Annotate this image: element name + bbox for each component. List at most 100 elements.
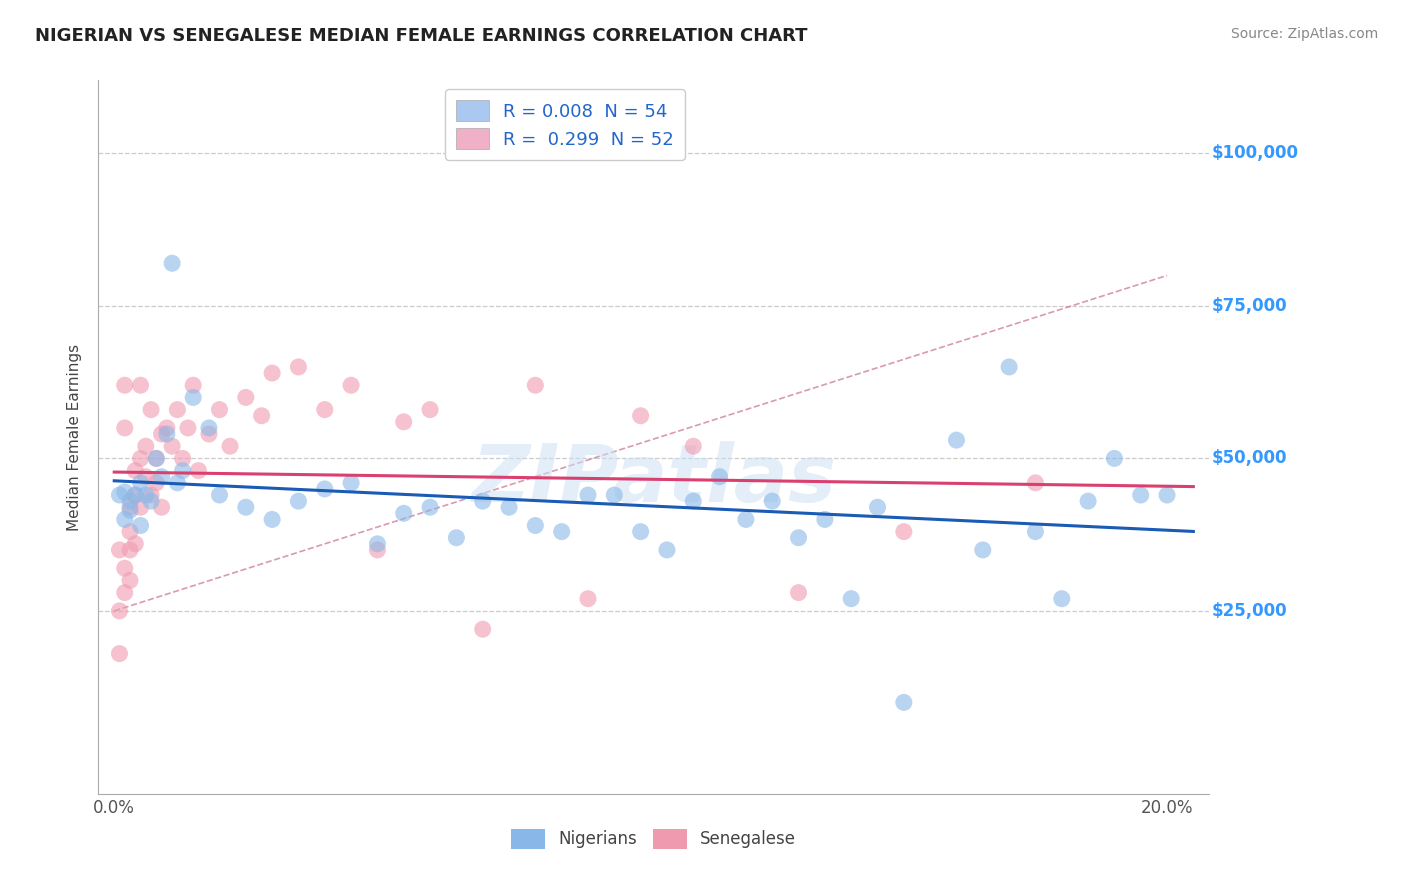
Point: [314, 402, 336, 417]
Point: [139, 402, 162, 417]
Text: NIGERIAN VS SENEGALESE MEDIAN FEMALE EARNINGS CORRELATION CHART: NIGERIAN VS SENEGALESE MEDIAN FEMALE EAR…: [35, 27, 807, 45]
Point: [208, 488, 231, 502]
Point: [392, 506, 415, 520]
Point: [262, 512, 284, 526]
Point: [761, 494, 783, 508]
Point: [709, 469, 731, 483]
Point: [839, 591, 862, 606]
Point: [108, 647, 131, 661]
Point: [787, 531, 810, 545]
Point: [524, 378, 547, 392]
Text: $25,000: $25,000: [1212, 602, 1286, 620]
Point: [129, 451, 152, 466]
Point: [998, 359, 1021, 374]
Point: [108, 604, 131, 618]
Text: ZIPatlas: ZIPatlas: [471, 441, 837, 519]
Point: [576, 591, 599, 606]
Point: [250, 409, 273, 423]
Point: [108, 542, 131, 557]
Point: [1024, 524, 1046, 539]
Point: [145, 451, 167, 466]
Point: [172, 451, 194, 466]
Point: [129, 378, 152, 392]
Point: [160, 256, 183, 270]
Point: [419, 402, 441, 417]
Point: [287, 494, 309, 508]
Point: [945, 433, 967, 447]
Text: $100,000: $100,000: [1212, 145, 1298, 162]
Point: [139, 488, 162, 502]
Point: [124, 488, 146, 502]
Point: [172, 464, 194, 478]
Point: [1129, 488, 1152, 502]
Point: [118, 524, 141, 539]
Point: [156, 421, 179, 435]
Point: [524, 518, 547, 533]
Point: [156, 427, 179, 442]
Point: [1050, 591, 1073, 606]
Point: [392, 415, 415, 429]
Point: [340, 378, 363, 392]
Point: [129, 500, 152, 515]
Point: [145, 451, 167, 466]
Point: [735, 512, 758, 526]
Point: [1156, 488, 1178, 502]
Point: [787, 585, 810, 599]
Point: [124, 537, 146, 551]
Point: [114, 378, 136, 392]
Point: [498, 500, 520, 515]
Point: [181, 391, 204, 405]
Point: [208, 402, 231, 417]
Point: [446, 531, 468, 545]
Point: [181, 378, 204, 392]
Text: Source: ZipAtlas.com: Source: ZipAtlas.com: [1230, 27, 1378, 41]
Text: $75,000: $75,000: [1212, 297, 1286, 315]
Point: [235, 391, 257, 405]
Point: [114, 585, 136, 599]
Point: [129, 475, 152, 490]
Point: [118, 494, 141, 508]
Point: [114, 561, 136, 575]
Point: [118, 574, 141, 588]
Point: [576, 488, 599, 502]
Point: [814, 512, 837, 526]
Point: [366, 537, 388, 551]
Point: [1024, 475, 1046, 490]
Point: [893, 695, 915, 709]
Point: [177, 421, 200, 435]
Point: [135, 469, 157, 483]
Point: [866, 500, 889, 515]
Point: [150, 427, 173, 442]
Point: [471, 494, 494, 508]
Point: [630, 409, 652, 423]
Point: [419, 500, 441, 515]
Point: [124, 488, 146, 502]
Legend: Nigerians, Senegalese: Nigerians, Senegalese: [503, 821, 804, 857]
Point: [366, 542, 388, 557]
Point: [139, 494, 162, 508]
Point: [135, 439, 157, 453]
Point: [1104, 451, 1126, 466]
Point: [655, 542, 678, 557]
Point: [550, 524, 572, 539]
Point: [160, 439, 183, 453]
Point: [630, 524, 652, 539]
Point: [1077, 494, 1099, 508]
Point: [129, 518, 152, 533]
Point: [972, 542, 994, 557]
Point: [108, 488, 131, 502]
Point: [471, 622, 494, 636]
Point: [262, 366, 284, 380]
Point: [198, 421, 221, 435]
Point: [682, 439, 704, 453]
Text: $50,000: $50,000: [1212, 450, 1286, 467]
Point: [150, 500, 173, 515]
Point: [114, 421, 136, 435]
Point: [198, 427, 221, 442]
Point: [235, 500, 257, 515]
Point: [682, 494, 704, 508]
Point: [187, 464, 209, 478]
Point: [118, 500, 141, 515]
Point: [145, 475, 167, 490]
Point: [166, 475, 188, 490]
